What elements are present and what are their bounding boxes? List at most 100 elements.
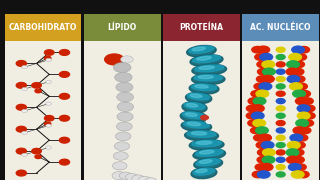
Circle shape xyxy=(16,60,27,66)
Circle shape xyxy=(287,61,300,68)
Ellipse shape xyxy=(196,141,212,144)
Circle shape xyxy=(276,62,285,67)
Circle shape xyxy=(276,84,285,89)
Text: LÍPIDO: LÍPIDO xyxy=(108,23,137,32)
Ellipse shape xyxy=(195,85,208,88)
Circle shape xyxy=(46,102,52,105)
Bar xyxy=(84,14,161,41)
Text: CARBOHIDRATO: CARBOHIDRATO xyxy=(9,23,77,32)
Ellipse shape xyxy=(185,130,219,141)
Circle shape xyxy=(145,178,157,180)
Circle shape xyxy=(295,54,307,60)
Circle shape xyxy=(115,72,132,82)
Circle shape xyxy=(119,172,132,179)
Circle shape xyxy=(296,134,308,141)
Ellipse shape xyxy=(188,93,210,100)
Circle shape xyxy=(286,156,299,163)
Circle shape xyxy=(44,56,51,60)
Ellipse shape xyxy=(187,45,216,57)
Circle shape xyxy=(260,53,273,61)
Circle shape xyxy=(276,47,285,52)
Ellipse shape xyxy=(186,93,212,103)
Ellipse shape xyxy=(192,47,205,51)
Ellipse shape xyxy=(196,169,207,173)
Text: AC. NUCLÉICO: AC. NUCLÉICO xyxy=(251,23,311,32)
Circle shape xyxy=(295,98,308,105)
Circle shape xyxy=(112,172,126,180)
Circle shape xyxy=(286,68,299,75)
Ellipse shape xyxy=(187,103,197,107)
Circle shape xyxy=(276,172,285,177)
Circle shape xyxy=(257,157,268,163)
Circle shape xyxy=(117,102,133,112)
Ellipse shape xyxy=(187,131,216,137)
Circle shape xyxy=(46,58,52,62)
Circle shape xyxy=(132,175,145,180)
Circle shape xyxy=(113,62,131,73)
Circle shape xyxy=(16,126,27,132)
Ellipse shape xyxy=(191,84,217,91)
Circle shape xyxy=(262,61,275,68)
Circle shape xyxy=(293,157,304,163)
Circle shape xyxy=(60,71,69,77)
Ellipse shape xyxy=(192,74,225,85)
Circle shape xyxy=(290,134,303,141)
Ellipse shape xyxy=(187,122,201,126)
Circle shape xyxy=(293,90,305,97)
Circle shape xyxy=(256,90,269,97)
Circle shape xyxy=(255,164,267,170)
Circle shape xyxy=(252,46,263,53)
Bar xyxy=(242,14,319,41)
Circle shape xyxy=(261,141,274,149)
Circle shape xyxy=(60,115,69,121)
Circle shape xyxy=(286,149,299,156)
Ellipse shape xyxy=(192,64,227,75)
Circle shape xyxy=(44,50,54,55)
Circle shape xyxy=(60,50,69,55)
Circle shape xyxy=(287,75,300,83)
Circle shape xyxy=(276,55,285,60)
Circle shape xyxy=(16,104,27,110)
Circle shape xyxy=(293,76,305,82)
Ellipse shape xyxy=(180,111,207,122)
Ellipse shape xyxy=(196,57,212,60)
Circle shape xyxy=(276,76,285,82)
Ellipse shape xyxy=(199,150,214,154)
Ellipse shape xyxy=(193,149,226,160)
Circle shape xyxy=(44,116,54,121)
Circle shape xyxy=(22,66,27,69)
Circle shape xyxy=(304,112,315,119)
Circle shape xyxy=(302,120,314,126)
Circle shape xyxy=(288,163,301,171)
Circle shape xyxy=(276,113,285,118)
Circle shape xyxy=(246,105,258,112)
Ellipse shape xyxy=(182,102,207,113)
Circle shape xyxy=(16,82,27,88)
Circle shape xyxy=(16,170,27,176)
Circle shape xyxy=(259,134,271,141)
Circle shape xyxy=(255,54,266,60)
Ellipse shape xyxy=(192,140,221,147)
Bar xyxy=(4,14,81,41)
Circle shape xyxy=(257,46,269,53)
Circle shape xyxy=(256,142,268,148)
Circle shape xyxy=(261,75,274,83)
Ellipse shape xyxy=(193,55,220,63)
Ellipse shape xyxy=(199,160,212,163)
Circle shape xyxy=(254,83,265,90)
Circle shape xyxy=(35,155,41,159)
Ellipse shape xyxy=(193,168,215,175)
Circle shape xyxy=(253,98,266,105)
Ellipse shape xyxy=(189,83,219,94)
Circle shape xyxy=(256,127,268,134)
Circle shape xyxy=(276,150,285,155)
Circle shape xyxy=(293,127,306,134)
Ellipse shape xyxy=(190,94,202,98)
Circle shape xyxy=(112,162,127,170)
Circle shape xyxy=(253,120,266,127)
Circle shape xyxy=(257,61,268,68)
Ellipse shape xyxy=(184,102,205,109)
Ellipse shape xyxy=(196,159,220,166)
Circle shape xyxy=(276,135,285,140)
Circle shape xyxy=(251,112,264,119)
